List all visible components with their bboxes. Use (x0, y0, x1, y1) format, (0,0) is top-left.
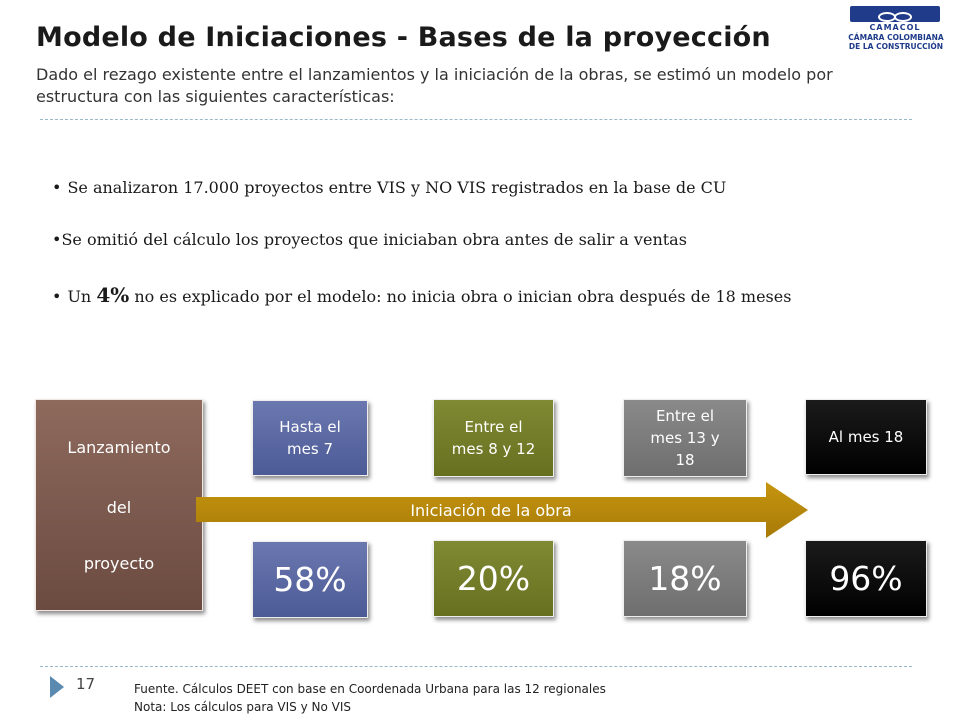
percentage-value: 58% (273, 560, 347, 599)
logo-subtitle: CÁMARA COLOMBIANA DE LA CONSTRUCCIÓN (840, 33, 952, 51)
footnote: Fuente. Cálculos DEET con base en Coorde… (134, 680, 606, 716)
bullet-highlight: 4% (96, 283, 130, 307)
percentage-box: 18% (623, 540, 747, 617)
launch-line1: Lanzamiento (67, 438, 171, 457)
logo-mark (850, 6, 940, 22)
bullet-dot: • (52, 178, 62, 197)
logo-subtitle-line2: DE LA CONSTRUCCIÓN (848, 42, 944, 51)
period-label: Hasta el mes 7 (279, 416, 341, 460)
footer-divider (40, 666, 912, 667)
obra-start-arrow: Iniciación de la obra (196, 482, 808, 538)
arrow-label: Iniciación de la obra (410, 501, 571, 520)
page-number: 17 (76, 675, 96, 693)
period-label-line: mes 13 y (650, 429, 720, 447)
period-label-line: mes 8 y 12 (451, 440, 536, 458)
bullet-text: Un (67, 287, 92, 306)
percentage-value: 20% (456, 559, 531, 598)
bullet-item: • Un 4% no es explicado por el modelo: no… (52, 283, 791, 307)
bullet-item: • Se analizaron 17.000 proyectos entre VI… (52, 178, 726, 197)
period-label-box: Entre el mes 13 y 18 (623, 399, 747, 477)
period-label-line: Al mes 18 (828, 428, 904, 446)
period-label-box: Entre el mes 8 y 12 (433, 399, 554, 477)
header-divider (40, 119, 912, 120)
period-label-line: mes 7 (287, 440, 333, 458)
logo-name: CAMACOL (869, 23, 921, 32)
period-label-line: Hasta el (279, 418, 341, 436)
bullet-text: Se omitió del cálculo los proyectos que … (61, 230, 687, 249)
percentage-box: 58% (252, 541, 368, 618)
period-label: Entre el mes 13 y 18 (650, 405, 719, 471)
launch-box: Lanzamiento del proyecto (35, 399, 203, 611)
launch-line2: del (106, 498, 132, 517)
period-label-line: Entre el (464, 418, 523, 436)
period-label: Al mes 18 (829, 426, 904, 448)
logo-ring-right-icon (894, 12, 912, 22)
page-marker-icon (50, 676, 64, 698)
period-label-box: Hasta el mes 7 (252, 400, 368, 476)
percentage-box: 96% (805, 540, 927, 617)
period-label-box: Al mes 18 (805, 399, 927, 475)
period-label-line: 18 (675, 451, 695, 469)
bullet-dot: • (52, 230, 62, 249)
page-title: Modelo de Iniciaciones - Bases de la pro… (36, 22, 771, 53)
arrow-shape (196, 482, 808, 538)
bullet-text: no es explicado por el modelo: no inicia… (134, 287, 792, 306)
source-note: Fuente. Cálculos DEET con base en Coorde… (134, 682, 606, 696)
calc-note: Nota: Los cálculos para VIS y No VIS (134, 700, 352, 714)
percentage-value: 18% (648, 559, 722, 598)
period-label: Entre el mes 8 y 12 (452, 416, 535, 460)
logo-subtitle-line1: CÁMARA COLOMBIANA (848, 33, 944, 42)
bullet-text: Se analizaron 17.000 proyectos entre VIS… (67, 178, 727, 197)
percentage-box: 20% (433, 540, 554, 617)
period-label-line: Entre el (655, 407, 715, 425)
camacol-logo: CAMACOL CÁMARA COLOMBIANA DE LA CONSTRUC… (836, 2, 954, 56)
page-subtitle: Dado el rezago existente entre el lanzam… (36, 65, 833, 106)
bullet-item: •Se omitió del cálculo los proyectos que… (52, 230, 687, 249)
launch-line3: proyecto (83, 554, 155, 573)
percentage-value: 96% (829, 559, 903, 598)
bullet-dot: • (52, 287, 62, 306)
